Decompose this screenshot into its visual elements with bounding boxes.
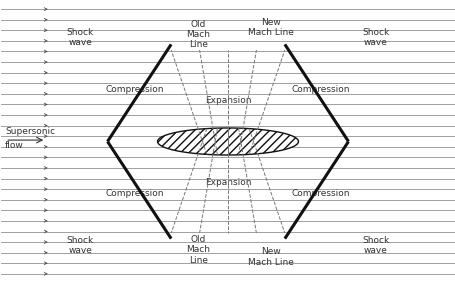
Text: Expansion: Expansion xyxy=(204,178,251,187)
Text: Shock
wave: Shock wave xyxy=(361,236,389,255)
Text: Old
Mach
Line: Old Mach Line xyxy=(186,235,210,265)
Text: Old
Mach
Line: Old Mach Line xyxy=(186,20,210,50)
Text: Compression: Compression xyxy=(105,85,164,94)
Text: Supersonic: Supersonic xyxy=(5,127,55,136)
Text: New
Mach Line: New Mach Line xyxy=(248,247,293,267)
Text: Compression: Compression xyxy=(291,85,350,94)
Text: Shock
wave: Shock wave xyxy=(361,28,389,47)
Text: flow: flow xyxy=(5,141,24,150)
Text: Compression: Compression xyxy=(105,189,164,198)
Polygon shape xyxy=(157,128,298,155)
Text: Expansion: Expansion xyxy=(204,96,251,105)
Text: Shock
wave: Shock wave xyxy=(66,28,94,47)
Text: Compression: Compression xyxy=(291,189,350,198)
Text: New
Mach Line: New Mach Line xyxy=(248,18,293,37)
Text: Shock
wave: Shock wave xyxy=(66,236,94,255)
